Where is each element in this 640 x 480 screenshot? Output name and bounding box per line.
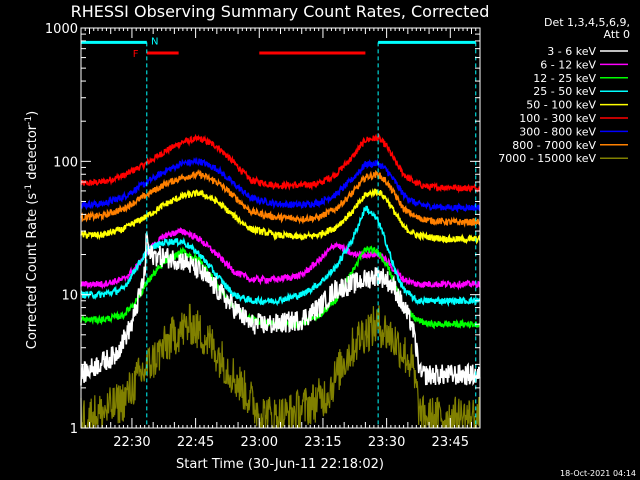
x-tick-label: 23:15 — [304, 435, 341, 450]
x-tick-label: 23:45 — [432, 435, 469, 450]
axes-layer: 1 10 100 1000 22:30 22:45 23:00 23:15 23:30 23:45 — [45, 22, 481, 450]
series-line-blue — [80, 156, 481, 214]
legend-label: 100 - 300 keV — [519, 112, 596, 125]
series-line-magenta — [80, 227, 481, 291]
y-tick-label: 1000 — [45, 22, 78, 37]
series-white — [80, 230, 481, 387]
flag-letter-night: N — [151, 36, 158, 47]
y-tick-label: 1 — [70, 422, 78, 437]
chart-title: RHESSI Observing Summary Count Rates, Co… — [71, 2, 490, 21]
x-axis-label: Start Time (30-Jun-11 22:18:02) — [176, 457, 384, 472]
series-line-yellow — [80, 187, 481, 245]
legend-label: 3 - 6 keV — [547, 45, 596, 58]
legend-label: 6 - 12 keV — [540, 58, 596, 71]
series-orange — [80, 169, 481, 228]
series-magenta — [80, 227, 481, 291]
y-tick-label: 10 — [61, 289, 78, 304]
detector-info-line-1: Det 1,3,4,5,6,9, — [544, 16, 630, 29]
series-line-white — [80, 230, 481, 387]
legend-label: 50 - 100 keV — [526, 99, 596, 112]
legend-label: 800 - 7000 keV — [512, 139, 596, 152]
detector-info-line-2: Att 0 — [604, 28, 630, 41]
series-line-orange — [80, 169, 481, 228]
y-tick-label: 100 — [53, 155, 78, 170]
series-blue — [80, 156, 481, 214]
svg-text:Corrected Count Rate (s-1 dete: Corrected Count Rate (s-1 detector-1) — [24, 111, 40, 349]
legend-label: 12 - 25 keV — [533, 72, 596, 85]
series-red — [80, 132, 481, 194]
x-tick-label: 22:30 — [113, 435, 150, 450]
flag-letter-flare: F — [133, 49, 139, 60]
footer-timestamp: 18-Oct-2021 04:14 — [560, 469, 636, 478]
series-line-red — [80, 132, 481, 194]
legend-label: 7000 - 15000 keV — [498, 152, 596, 165]
series-line-cyan — [80, 205, 481, 308]
series-cyan — [80, 205, 481, 308]
series-layer — [80, 132, 481, 429]
y-axis-label: Corrected Count Rate (s-1 detector-1) — [24, 111, 40, 349]
x-tick-label: 22:45 — [177, 435, 214, 450]
x-tick-label: 23:30 — [368, 435, 405, 450]
legend-label: 25 - 50 keV — [533, 85, 596, 98]
x-tick-label: 23:00 — [241, 435, 278, 450]
legend-label: 300 - 800 keV — [519, 125, 596, 138]
series-yellow — [80, 187, 481, 245]
flag-layer: FN — [81, 36, 477, 428]
